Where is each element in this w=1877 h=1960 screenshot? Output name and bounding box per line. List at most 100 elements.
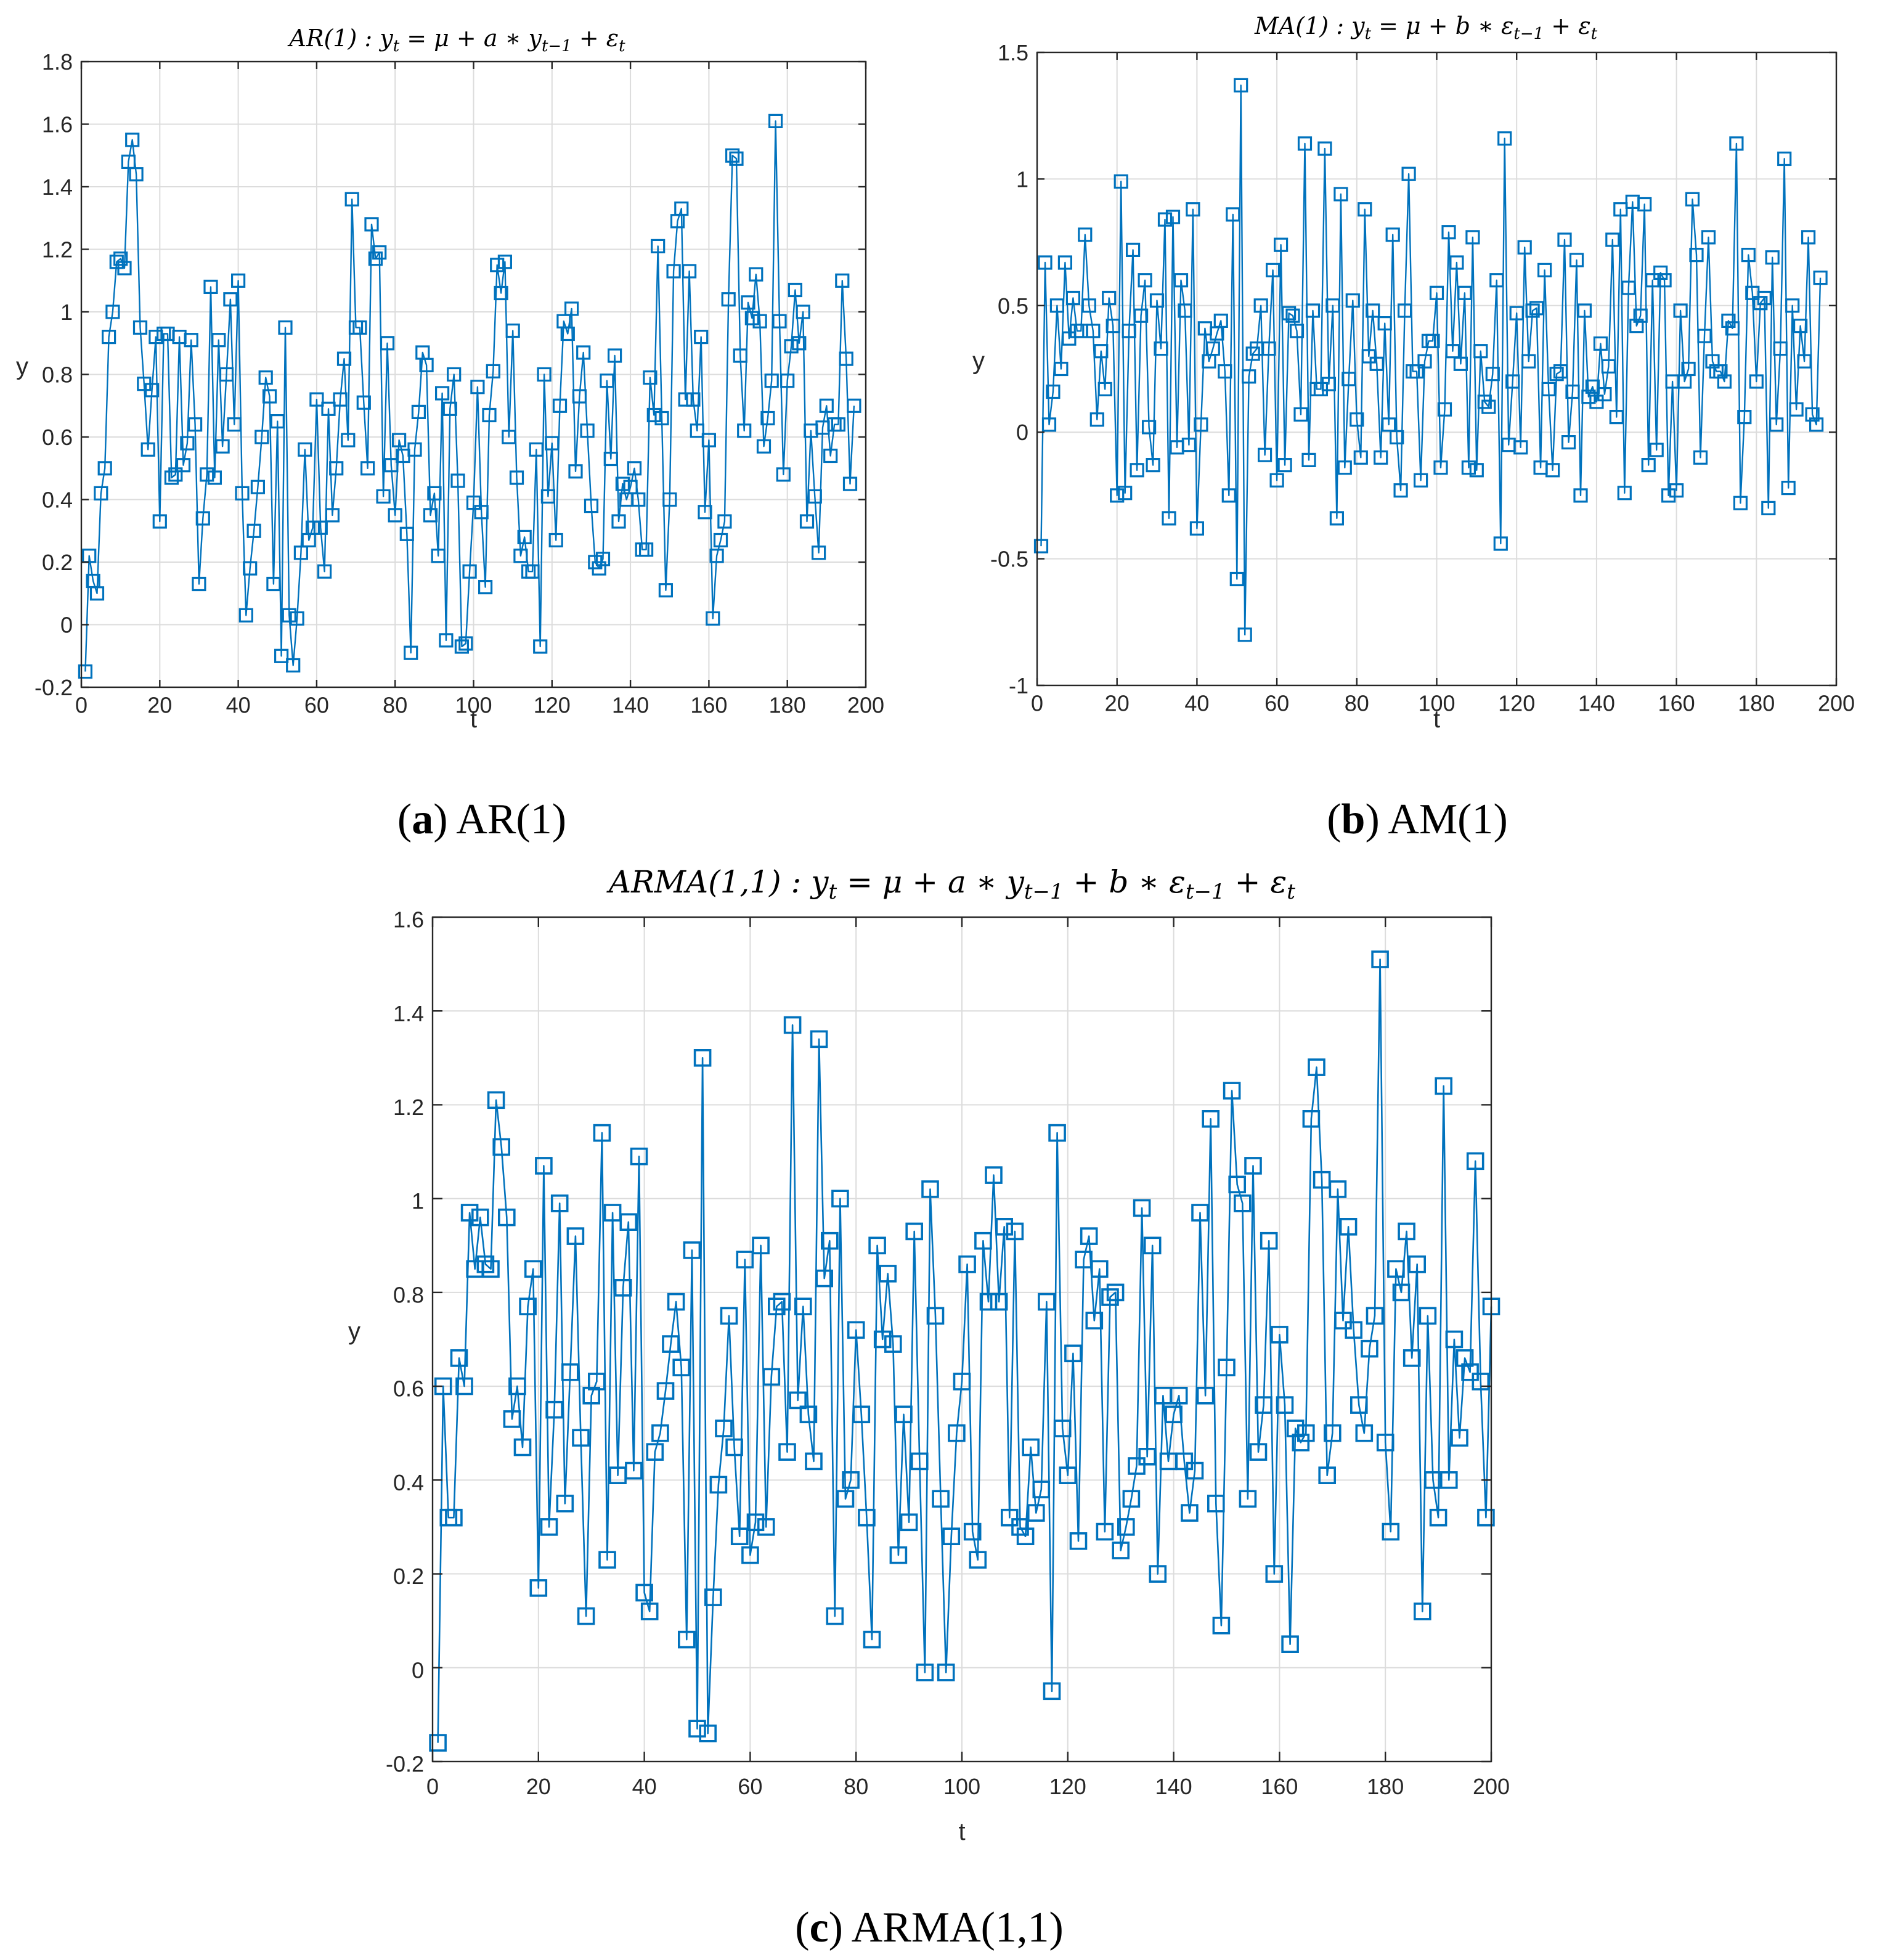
data-point-marker: [873, 1330, 892, 1349]
data-point-marker: [1101, 1288, 1119, 1306]
data-point-marker: [1122, 1490, 1141, 1508]
data-point-marker: [1461, 460, 1476, 475]
data-point-marker: [1801, 230, 1816, 245]
data-point-marker: [1629, 319, 1644, 333]
data-point-marker: [1228, 1175, 1246, 1194]
data-point-marker: [792, 336, 807, 351]
data-point-marker: [623, 480, 638, 494]
data-point-marker: [744, 311, 760, 325]
data-point-marker: [1149, 1565, 1167, 1583]
data-point-marker: [344, 192, 359, 206]
data-point-marker: [985, 1166, 1003, 1184]
data-point-marker: [749, 267, 763, 282]
data-point-marker: [1257, 447, 1272, 462]
data-point-marker: [826, 1607, 844, 1625]
data-point-marker: [1472, 1373, 1490, 1390]
data-point-marker: [953, 1373, 971, 1390]
y-axis-label-arma11: y: [348, 1318, 360, 1345]
data-point-marker: [1053, 1419, 1072, 1437]
data-point-marker: [223, 292, 238, 307]
data-point-marker: [1685, 192, 1700, 206]
y-tick-label: 0.4: [42, 487, 73, 512]
data-point-marker: [1701, 230, 1716, 245]
data-point-marker: [1376, 1434, 1395, 1452]
data-point-marker: [1469, 463, 1484, 478]
data-point-marker: [772, 314, 787, 329]
data-point-marker: [1265, 1565, 1284, 1583]
data-point-marker: [603, 451, 618, 467]
data-point-marker: [858, 1508, 876, 1527]
x-tick-label: 160: [690, 692, 727, 717]
x-axis-label-ar1: t: [470, 706, 477, 733]
data-point-marker: [1189, 521, 1205, 536]
data-point-marker: [1777, 151, 1792, 166]
data-point-marker: [1557, 232, 1572, 247]
data-point-marker: [757, 1518, 775, 1536]
data-point-marker: [1617, 486, 1632, 500]
data-point-marker: [1561, 435, 1576, 450]
y-tick-label: 1.2: [393, 1095, 424, 1120]
data-point-marker: [1733, 496, 1748, 510]
data-point-marker: [1022, 1438, 1040, 1456]
data-point-marker: [566, 1227, 585, 1245]
data-point-marker: [1573, 488, 1588, 503]
data-point-marker: [1105, 319, 1120, 333]
data-point-marker: [1078, 227, 1093, 242]
data-point-marker: [580, 423, 595, 438]
data-point-marker: [683, 1241, 701, 1259]
data-point-marker: [1342, 372, 1356, 386]
data-point-marker: [1146, 457, 1160, 473]
x-tick-label: 60: [304, 692, 329, 717]
data-point-marker: [1096, 1522, 1114, 1541]
data-point-marker: [721, 292, 736, 307]
data-point-marker: [1065, 290, 1081, 306]
chart-title-arma11: ARMA(1,1) : yt = μ + a ∗ yt−1 + b ∗ εt−1…: [606, 864, 1295, 904]
data-point-marker: [1725, 321, 1740, 336]
chart-panel-ma1: 0 20 40 60 80 100 120 140 160 180 200 -1 -0.5 0 0.5 1 1.…: [972, 12, 1855, 733]
data-point-marker: [439, 633, 454, 648]
data-point-marker: [94, 486, 108, 501]
data-point-marker: [752, 314, 767, 329]
data-point-marker: [1385, 227, 1400, 242]
data-point-marker: [717, 514, 732, 529]
y-tick-label: 0: [1016, 420, 1028, 445]
data-point-marker: [1414, 1603, 1431, 1620]
data-point-marker: [1813, 271, 1828, 285]
data-point-marker: [525, 564, 540, 579]
data-point-marker: [635, 1583, 653, 1602]
data-point-marker: [1234, 78, 1248, 92]
data-point-marker: [1621, 280, 1636, 295]
data-point-marker: [1521, 354, 1536, 369]
data-point-marker: [1286, 1419, 1305, 1437]
data-point-marker: [1138, 273, 1152, 288]
data-point-marker: [152, 514, 167, 529]
data-point-marker: [97, 461, 112, 476]
data-point-marker: [419, 357, 434, 372]
data-point-marker: [445, 1508, 463, 1527]
data-point-marker: [1361, 349, 1376, 364]
data-point-marker: [788, 282, 803, 298]
chart-title-ar1: AR(1) : yt = μ + a ∗ yt−1 + εt: [287, 25, 625, 55]
y-tick-label: 1.2: [42, 237, 73, 262]
data-point-marker: [778, 1443, 796, 1461]
data-point-marker: [227, 417, 242, 432]
data-point-marker: [1737, 409, 1752, 425]
data-point-marker: [729, 151, 744, 166]
data-point-marker: [1239, 1490, 1257, 1508]
data-point-marker: [690, 423, 704, 438]
data-point-marker: [1461, 1363, 1479, 1381]
data-point-marker: [384, 458, 399, 473]
chart-panel-arma11: 0 20 40 60 80 100 120 140 160 180 200-0.200.20.40.…: [348, 864, 1510, 1845]
data-point-marker: [188, 417, 203, 432]
data-point-marker: [431, 549, 446, 563]
data-point-marker: [517, 529, 532, 545]
data-point-marker: [884, 1335, 902, 1353]
data-point-marker: [752, 1236, 770, 1255]
x-tick-label: 80: [1345, 690, 1369, 716]
data-point-marker: [129, 167, 144, 182]
caption-c: (c) ARMA(1,1): [795, 1904, 1064, 1951]
data-point-marker: [450, 473, 465, 488]
data-point-marker: [1242, 369, 1256, 384]
data-point-marker: [831, 1190, 849, 1207]
